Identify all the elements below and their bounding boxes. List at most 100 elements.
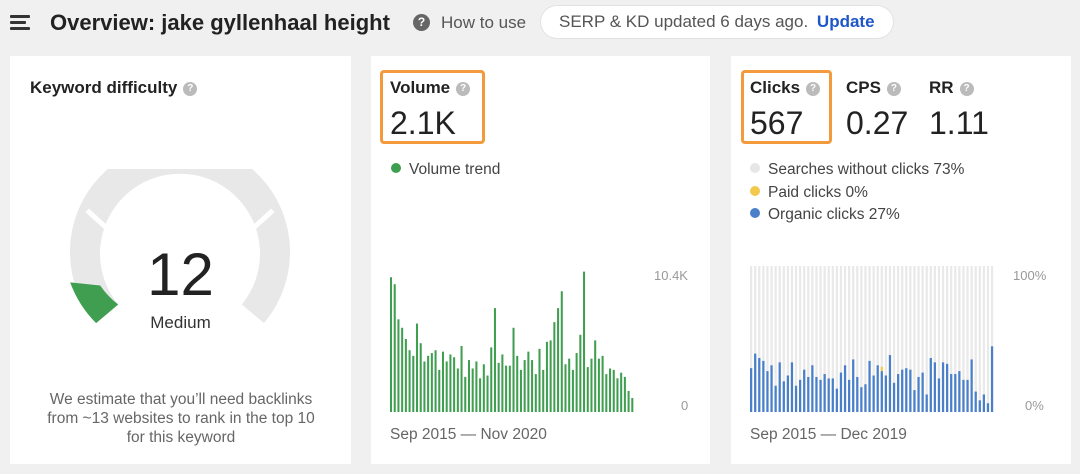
- volume-card: Volume? 2.1K Volume trend 10.4K 0 Sep 20…: [371, 56, 710, 464]
- volume-bar: [430, 353, 433, 412]
- keyword-difficulty-value: 12: [147, 241, 214, 308]
- organic-clicks-bar: [917, 376, 920, 412]
- volume-bar: [445, 361, 448, 412]
- organic-clicks-bar: [803, 369, 806, 412]
- volume-bar: [508, 365, 511, 412]
- page-title: Overview: jake gyllenhaal height: [50, 10, 390, 35]
- volume-bar: [419, 343, 422, 412]
- organic-clicks-bar: [811, 365, 814, 412]
- paid-clicks-bar: [880, 366, 883, 372]
- volume-bar: [467, 360, 470, 412]
- volume-help-icon[interactable]: ?: [456, 82, 471, 96]
- searches-without-clicks-bar: [929, 266, 932, 412]
- volume-bar: [542, 369, 545, 412]
- volume-bar: [427, 355, 430, 412]
- organic-clicks-bar: [905, 368, 908, 412]
- organic-clicks-bar: [876, 365, 879, 412]
- organic-clicks-bar: [958, 371, 961, 412]
- volume-bar: [390, 277, 393, 412]
- searches-without-clicks-bar: [868, 266, 871, 412]
- organic-clicks-bar: [901, 369, 904, 412]
- searches-without-clicks-bar: [941, 266, 945, 412]
- organic-clicks-bar: [794, 385, 798, 412]
- organic-clicks-bar: [778, 362, 781, 412]
- organic-clicks-bar: [978, 400, 981, 412]
- searches-without-clicks-bar: [937, 266, 941, 412]
- organic-clicks-bar: [970, 359, 973, 412]
- organic-clicks-bar: [880, 371, 883, 412]
- searches-without-clicks-bar: [892, 266, 896, 412]
- organic-clicks-dot: [750, 208, 760, 218]
- cps-help-icon[interactable]: ?: [886, 82, 901, 96]
- clicks-help-icon[interactable]: ?: [806, 82, 821, 96]
- volume-bar: [616, 378, 619, 412]
- organic-clicks-bar: [888, 355, 892, 412]
- help-question-icon[interactable]: ?: [413, 14, 430, 31]
- volume-bar: [475, 361, 478, 412]
- organic-clicks-bar: [786, 375, 789, 412]
- how-to-use-link[interactable]: How to use: [441, 13, 527, 32]
- cps-label: CPS?: [846, 78, 901, 98]
- searches-without-clicks-bar: [946, 266, 949, 412]
- rr-help-icon[interactable]: ?: [959, 82, 974, 96]
- volume-bar: [505, 365, 508, 412]
- organic-clicks-bar: [860, 387, 863, 412]
- searches-without-clicks-bar: [990, 266, 994, 412]
- organic-clicks-bar: [892, 382, 896, 412]
- volume-trend-dot: [391, 163, 401, 173]
- kd-help-icon[interactable]: ?: [183, 82, 198, 96]
- clicks-date-range: Sep 2015 — Dec 2019: [750, 426, 907, 443]
- volume-bar: [609, 368, 612, 412]
- searches-without-clicks-bar: [774, 266, 777, 412]
- volume-bar: [449, 354, 452, 412]
- clicks-legend-item: Searches without clicks 73%: [750, 161, 964, 179]
- volume-bar: [620, 372, 623, 412]
- update-link[interactable]: Update: [816, 12, 875, 31]
- searches-without-clicks-bar: [888, 266, 892, 412]
- organic-clicks-bar: [823, 374, 826, 412]
- hamburger-menu-icon[interactable]: [10, 14, 30, 30]
- searches-without-clicks-bar: [880, 266, 883, 412]
- volume-bar: [479, 378, 482, 412]
- organic-clicks-bar: [929, 357, 932, 412]
- volume-bar: [612, 369, 615, 412]
- organic-clicks-bar: [941, 362, 945, 412]
- organic-clicks-bar: [766, 371, 769, 412]
- organic-clicks-bar: [990, 346, 994, 412]
- clicks-highlight-box: [741, 70, 832, 144]
- searches-without-clicks-bar: [823, 266, 826, 412]
- volume-bar: [460, 346, 463, 412]
- volume-bar: [586, 367, 589, 412]
- volume-highlight-box: [380, 70, 485, 144]
- organic-clicks-bar: [962, 379, 965, 412]
- volume-bar: [571, 369, 574, 412]
- searches-without-clicks-bar: [884, 266, 887, 412]
- serp-status-pill: SERP & KD updated 6 days ago. Update: [541, 6, 893, 38]
- volume-bar: [393, 284, 396, 412]
- organic-clicks-bar: [827, 378, 830, 412]
- organic-clicks-bar: [868, 360, 871, 412]
- volume-trend-label: Volume trend: [409, 161, 501, 178]
- organic-clicks-bar: [799, 379, 802, 412]
- searches-without-clicks-bar: [905, 266, 908, 412]
- volume-bar: [601, 355, 604, 412]
- organic-clicks-bar: [872, 375, 875, 412]
- searches-without-clicks-bar: [917, 266, 920, 412]
- organic-clicks-bar: [982, 394, 985, 412]
- organic-clicks-bar: [782, 381, 785, 412]
- volume-bar: [501, 354, 504, 412]
- searches-without-clicks-bar: [766, 266, 769, 412]
- searches-without-clicks-bar: [786, 266, 789, 412]
- volume-bar: [434, 350, 437, 412]
- searches-without-clicks-bar: [954, 266, 957, 412]
- organic-clicks-bar: [946, 363, 949, 412]
- volume-bar: [453, 357, 456, 412]
- volume-bar: [568, 358, 571, 412]
- clicks-legend-item: Organic clicks 27%: [750, 206, 900, 224]
- organic-clicks-bar: [750, 368, 753, 412]
- organic-clicks-bar: [815, 376, 818, 412]
- searches-without-clicks-bar: [913, 266, 916, 412]
- volume-bar: [549, 340, 552, 412]
- volume-bar: [594, 340, 597, 412]
- organic-clicks-bar: [909, 369, 912, 412]
